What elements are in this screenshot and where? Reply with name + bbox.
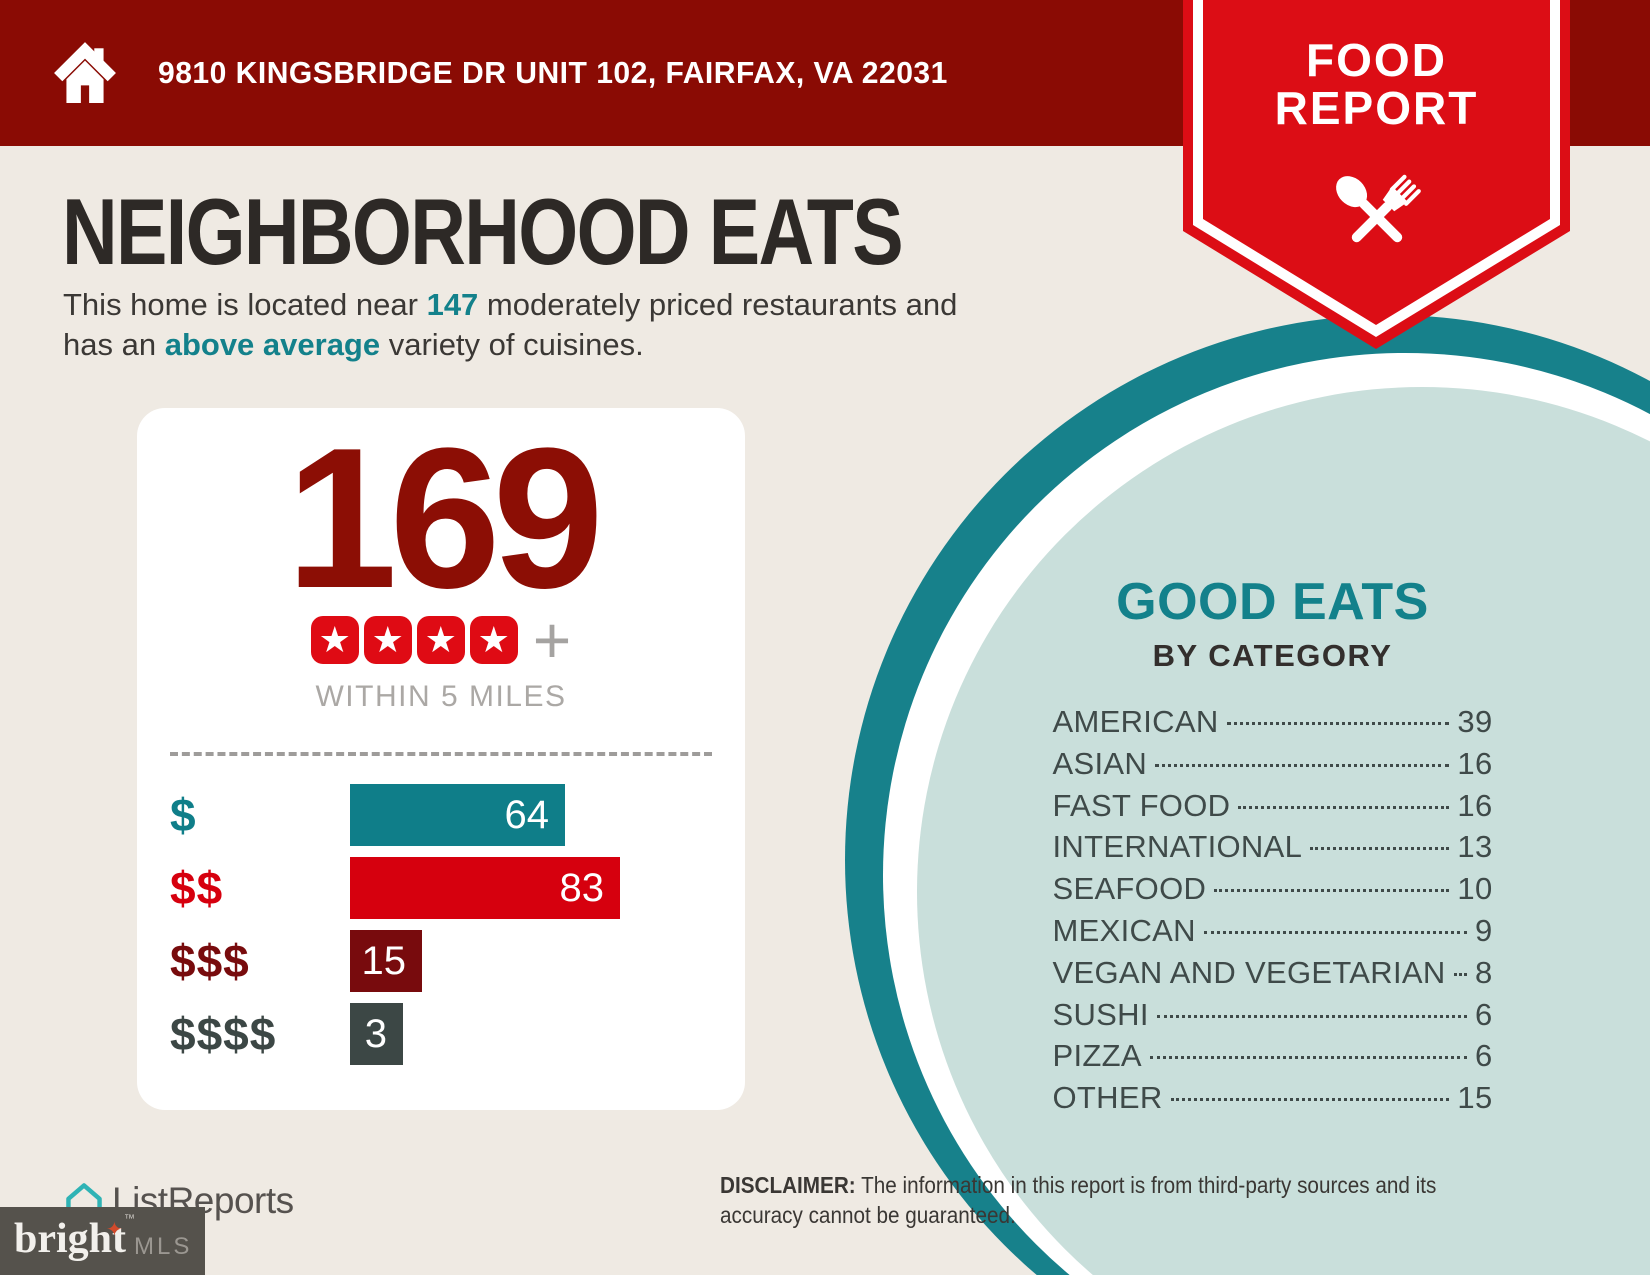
price-tier-row: $64 [170,784,717,846]
disclaimer-label: DISCLAIMER: [720,1172,856,1198]
category-value: 39 [1457,704,1493,739]
price-tier-bar: 3 [350,1003,403,1065]
good-eats-title: GOOD EATS [1116,573,1429,631]
price-tier-bar: 15 [350,930,422,992]
dotted-leader [1170,1098,1450,1102]
category-label: SEAFOOD [1052,871,1207,907]
price-tier-label: $$$$ [170,1008,277,1060]
category-label: VEGAN AND VEGETARIAN [1052,954,1446,990]
category-value: 10 [1457,871,1493,907]
disclaimer-text: The information in this report is from t… [720,1172,1437,1228]
ribbon-title-line2: REPORT [1274,82,1479,134]
star-icon: ★ [363,616,412,664]
mls-label: MLS [134,1233,193,1260]
dotted-leader [1453,972,1467,976]
price-tier-label: $ [170,789,197,841]
category-row: PIZZA 6 [1053,1038,1493,1080]
good-eats-section: GOOD EATS BY CATEGORY AMERICAN 39 ASIAN 16 F… [1000,572,1545,1122]
category-row: VEGAN AND VEGETARIAN 8 [1053,955,1493,997]
category-row: OTHER 15 [1053,1080,1493,1122]
category-value: 15 [1457,1080,1493,1116]
category-value: 6 [1474,996,1493,1032]
dotted-leader [1203,930,1467,934]
category-label: OTHER [1052,1080,1163,1116]
category-label: MEXICAN [1052,912,1196,948]
good-eats-list: AMERICAN 39 ASIAN 16 FAST FOOD 16 INTERNATIONA… [1053,704,1493,1122]
category-value: 13 [1457,829,1493,865]
ribbon-title-line1: FOOD [1306,34,1447,86]
category-row: SEAFOOD 10 [1053,871,1493,913]
intro-line1-prefix: This home is located near [63,287,427,322]
crossed-spoon-fork-icon [1336,174,1421,243]
restaurant-stats-card: 169 ★ ★ ★ ★ + WITHIN 5 MILES $64 $$ 83 $$$ 15 $$$… [137,408,745,1110]
intro-text: This home is located near 147 moderately… [63,285,957,365]
food-report-ribbon: FOOD REPORT [1183,0,1570,352]
intro-line2-prefix: has an [63,327,165,362]
category-row: INTERNATIONAL 13 [1053,829,1493,871]
category-label: AMERICAN [1052,704,1219,739]
category-row: FAST FOOD 16 [1053,788,1493,830]
radius-caption: WITHIN 5 MILES [315,680,567,713]
disclaimer: DISCLAIMER: The information in this repo… [720,1170,1476,1230]
bright-wordmark: bright [14,1216,127,1262]
category-value: 8 [1474,954,1493,990]
price-tier-label: $$ [170,862,224,914]
category-row: SUSHI 6 [1053,997,1493,1039]
category-value: 6 [1474,1038,1493,1074]
category-value: 16 [1457,787,1493,823]
variety-highlight: above average [164,327,381,362]
dashed-divider [170,752,712,756]
category-row: ASIAN 16 [1053,746,1493,788]
category-row: MEXICAN 9 [1053,913,1493,955]
category-label: INTERNATIONAL [1052,829,1303,865]
category-value: 9 [1474,912,1493,948]
dotted-leader [1149,1056,1467,1060]
dotted-leader [1226,722,1450,725]
bright-trademark: ™ [124,1213,135,1225]
category-label: FAST FOOD [1052,787,1231,823]
good-eats-subtitle: BY CATEGORY [1152,638,1393,673]
dotted-leader [1214,889,1450,893]
category-label: PIZZA [1052,1038,1142,1074]
page-title: NEIGHBORHOOD EATS [62,179,904,284]
price-tier-row: $$ 83 [170,857,717,919]
price-tier-row: $$$ 15 [170,930,717,992]
property-address: 9810 KINGSBRIDGE DR UNIT 102, FAIRFAX, V… [158,55,948,90]
bright-star-icon: ✦ [106,1219,123,1241]
star-icon: ★ [416,616,465,664]
dotted-leader [1155,763,1450,767]
star-rating: ★ ★ ★ ★ + [137,603,745,677]
price-tier-row: $$$$ 3 [170,1003,717,1065]
category-label: SUSHI [1052,996,1149,1032]
total-restaurants-count: 169 [286,407,604,630]
bright-mls-badge: bright ✦ ™ MLS [0,1207,205,1275]
dotted-leader [1310,847,1450,851]
intro-line2: has an above average variety of cuisines… [63,325,957,365]
star-icon: ★ [469,616,518,664]
price-tier-bar: 64 [350,784,565,846]
category-row: AMERICAN 39 [1053,704,1493,746]
dotted-leader [1156,1014,1467,1018]
star-icon: ★ [310,616,359,664]
category-label: ASIAN [1052,745,1148,781]
dotted-leader [1238,805,1450,809]
category-value: 16 [1457,745,1493,781]
price-tier-bar-chart: $64 $$ 83 $$$ 15 $$$$ 3 [170,784,717,1076]
intro-line1-suffix: moderately priced restaurants and [478,287,958,322]
intro-line2-suffix: variety of cuisines. [380,327,644,362]
ribbon-title: FOOD REPORT [1183,36,1570,132]
price-tier-bar: 83 [350,857,620,919]
price-tier-label: $$$ [170,935,250,987]
home-icon [54,42,116,103]
restaurant-count: 147 [426,287,479,322]
intro-line1: This home is located near 147 moderately… [63,285,957,325]
plus-sign: + [532,603,572,677]
